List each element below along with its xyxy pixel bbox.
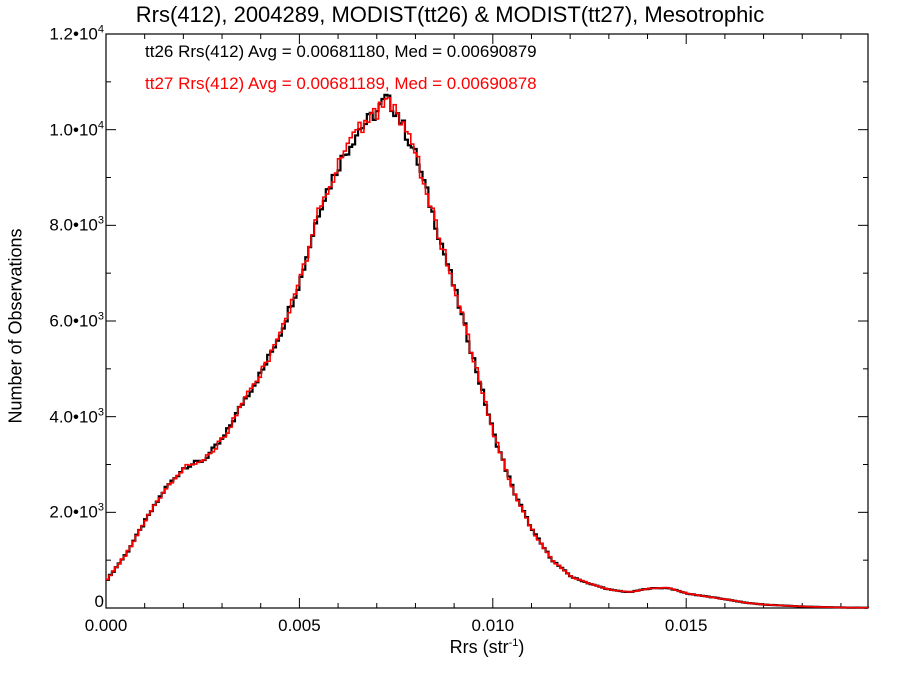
annotation-tt26: tt26 Rrs(412) Avg = 0.00681180, Med = 0.… [145,42,537,61]
x-axis-label-text: Rrs (str [449,637,509,657]
x-tick-label: 0.015 [664,616,708,635]
y-tick-label: 1.0•104 [49,119,104,140]
y-tick-label-exponent: 3 [97,310,104,323]
y-tick-label-exponent: 3 [97,215,104,227]
y-tick-label-exponent: 3 [97,406,104,419]
y-tick-label: 2.0•103 [49,502,104,523]
y-tick-label-text: 4.0•10 [49,406,98,426]
y-tick-label-exponent: 3 [97,502,104,514]
y-tick-label-exponent: 4 [97,23,104,36]
y-tick-label-text: 1.2•10 [49,24,98,44]
x-axis-label: Rrs (str-1) [450,637,525,658]
chart-title: Rrs(412), 2004289, MODIST(tt26) & MODIST… [135,2,765,27]
annotation-tt27: tt27 Rrs(412) Avg = 0.00681189, Med = 0.… [145,74,537,93]
y-tick-label-text: 6.0•10 [49,311,98,331]
series-line-tt26 [106,93,870,609]
y-tick-label: 4.0•103 [49,406,104,427]
plot-frame [105,33,869,609]
x-tick-label: 0.010 [471,616,515,635]
x-tick-label: 0.000 [84,616,128,635]
x-axis-label-sup: -1 [508,637,519,649]
x-tick-label: 0.005 [278,616,321,635]
y-tick-label-text: 0 [94,592,104,611]
y-tick-label-text: 8.0•10 [49,215,98,235]
y-tick-label: 0 [95,592,104,612]
y-tick-label: 6.0•103 [49,311,104,332]
x-axis-label-suffix: ) [518,637,525,657]
series-line-tt27 [106,96,869,609]
y-tick-label-text: 1.0•10 [49,119,98,139]
y-tick-label-exponent: 4 [97,119,104,132]
y-tick-label: 8.0•103 [49,215,104,236]
y-tick-label-text: 2.0•10 [49,502,98,522]
y-tick-label: 1.2•104 [49,24,104,45]
